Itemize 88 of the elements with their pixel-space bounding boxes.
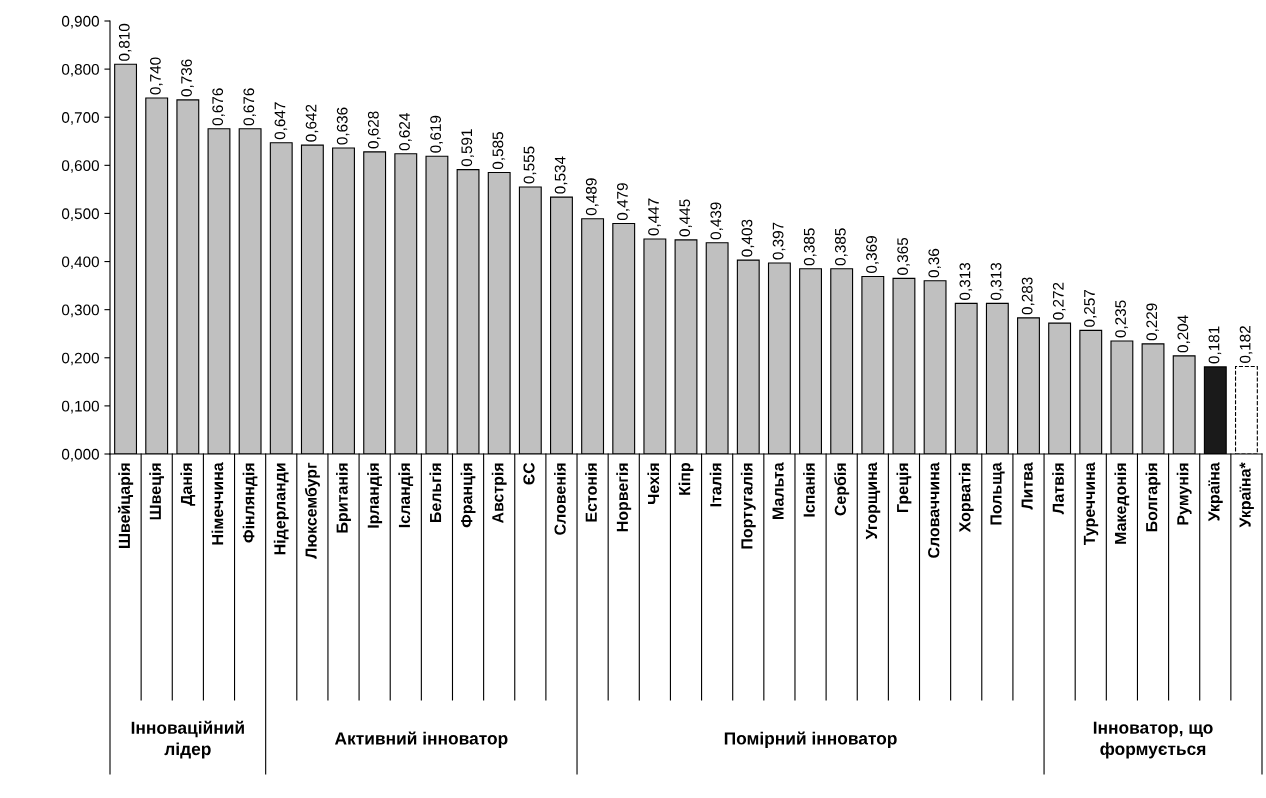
data-label: 0,403 [741,219,755,257]
x-tick-label: Іспанія [803,463,815,517]
data-label: 0,619 [430,115,443,153]
x-tick-label: Франція [460,463,476,528]
y-tick-label: 0,300 [61,304,99,318]
x-tick-label: Португалія [740,463,756,549]
data-label: 0,36 [928,248,941,278]
data-label: 0,229 [1146,303,1159,341]
x-tick-label: Польща [990,462,1005,525]
data-label: 0,369 [866,236,879,273]
y-tick-label: 0,500 [61,208,99,221]
data-label: 0,489 [585,178,599,216]
x-tick-label: Болгарія [1145,463,1161,532]
data-label: 0,447 [648,198,661,236]
x-tick-label: Данія [180,463,196,506]
x-tick-label: Нідерланди [273,463,289,555]
y-tick-label: 0,400 [61,256,99,270]
x-tick-label: Сербія [834,463,850,516]
x-tick-label: Туреччина [1083,462,1099,546]
x-tick-label: Італія [709,463,722,507]
y-tick-label: 0,000 [61,448,99,462]
text: Помірний інноватор [724,731,897,749]
x-tick-label: Угорщина [865,462,881,540]
data-label: 0,642 [305,104,319,142]
data-label: 0,385 [803,228,817,266]
data-label: 0,676 [243,88,257,126]
data-label: 0,534 [554,156,568,194]
data-label: 0,591 [461,129,474,167]
y-tick-label: 0,900 [61,15,99,29]
data-label: 0,636 [336,107,350,145]
x-tick-label: Фінляндія [242,463,258,543]
x-tick-label: Литва [1021,462,1033,510]
x-tick-label: Словенія [554,463,566,535]
text: Інноваційний лідер [131,720,244,759]
data-label: 0,445 [679,199,692,237]
x-tick-label: Чехія [647,463,660,504]
data-label: 0,235 [1115,300,1128,338]
text: Активний інноватор [334,731,508,749]
x-tick-label: Кіпр [678,462,694,495]
data-label: 0,647 [274,102,288,140]
y-tick-label: 0,200 [61,352,99,366]
y-tick-label: 0,600 [61,160,99,173]
y-tick-label: 0,100 [61,400,99,414]
data-label: 0,676 [212,88,225,126]
x-tick-label: Бельгія [429,463,442,522]
data-label: 0,283 [1021,277,1035,315]
data-label: 0,555 [523,146,537,184]
y-tick-label: 0,800 [61,63,99,77]
data-label: 0,479 [617,183,630,221]
x-tick-label: Швеція [149,463,165,520]
x-tick-label: Румунія [1176,463,1192,525]
x-tick-label: Македонія [1114,463,1130,544]
x-tick-label: Хорватія [958,463,974,533]
x-tick-label: Мальта [772,462,784,519]
data-label: 0,397 [772,222,786,260]
data-label: 0,204 [1177,315,1191,353]
x-tick-label: Ісландія [398,463,414,528]
x-tick-label: Греція [896,463,912,512]
x-tick-label: Німеччина [211,462,224,545]
data-label: 0,585 [492,132,506,170]
x-tick-label: Україна [1208,462,1223,522]
text: Інноватор, що формується [1093,721,1213,759]
data-label: 0,257 [1084,290,1097,327]
data-label: 0,736 [181,59,194,97]
data-label: 0,624 [399,113,412,151]
x-tick-label: Ірландія [367,463,383,528]
y-tick-label: 0,700 [61,112,99,125]
x-tick-label: Люксембург [304,462,320,559]
x-tick-label: Словаччина [928,462,940,558]
x-tick-label: ЄС [523,462,535,485]
data-label: 0,181 [1208,326,1222,364]
data-label: 0,439 [710,202,724,240]
x-tick-label: Швейцарія [117,463,134,549]
data-label: 0,313 [990,262,1004,300]
x-tick-label: Латвія [1052,463,1064,515]
data-label: 0,810 [118,23,132,61]
data-label: 0,182 [1239,326,1253,363]
data-label: 0,740 [149,57,163,95]
data-label: 0,365 [897,237,910,275]
data-label: 0,385 [834,228,848,266]
x-tick-label: Австрія [491,463,507,524]
data-label: 0,313 [959,262,973,300]
data-label: 0,628 [367,111,381,149]
data-label: 0,272 [1052,282,1066,320]
x-tick-label: Україна* [1239,462,1254,528]
x-tick-label: Британія [336,463,351,533]
x-tick-label: Норвегія [616,463,632,532]
x-tick-label: Естонія [585,463,597,522]
